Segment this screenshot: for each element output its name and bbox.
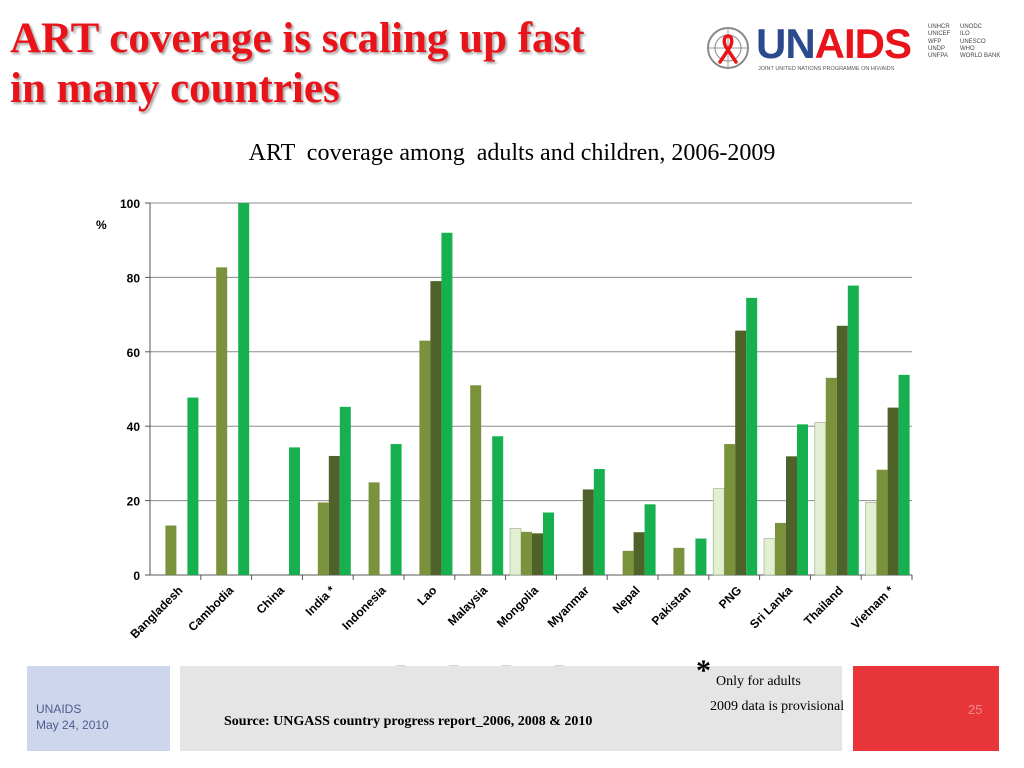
bar-2006-mongolia xyxy=(509,528,522,576)
y-tick-label: 40 xyxy=(127,420,141,434)
y-tick-label: 100 xyxy=(120,197,140,211)
bar-2008-india xyxy=(328,455,340,575)
bar-2009-nepal xyxy=(644,504,656,575)
footer-left-panel xyxy=(27,666,170,751)
bar-2008-mongolia xyxy=(532,533,543,575)
y-tick-label: 20 xyxy=(127,495,141,509)
bar-2009-bangladesh xyxy=(187,397,199,575)
bar-2007-bangladesh xyxy=(165,525,177,575)
bar-2009-lao xyxy=(441,232,453,575)
bar-2006-thailand xyxy=(814,422,827,576)
x-category-label: Vietnam * xyxy=(848,583,897,632)
x-category-label: Mongolia xyxy=(494,583,541,630)
x-category-label: Malaysia xyxy=(445,583,491,629)
unaids-logo: UNAIDS JOINT UNITED NATIONS PROGRAMME ON… xyxy=(704,18,1014,78)
bar-2009-india xyxy=(339,406,351,575)
footer-middle-panel xyxy=(180,666,842,751)
x-category-label: India * xyxy=(303,583,339,619)
bar-2008-lao xyxy=(430,281,442,575)
bar-2007-png xyxy=(724,444,736,575)
x-category-label: Bangladesh xyxy=(128,583,186,641)
bar-2007-vietnam xyxy=(876,469,888,575)
bar-2007-thailand xyxy=(825,377,837,575)
bar-2009-malaysia xyxy=(492,436,504,575)
bar-2009-indonesia xyxy=(390,444,402,575)
x-category-label: Nepal xyxy=(610,583,643,616)
bar-2009-pakistan xyxy=(695,538,707,575)
y-axis-label: % xyxy=(96,218,107,232)
agency-list-2: UNODC ILO UNESCO WHO WORLD BANK xyxy=(960,24,1001,60)
asterisk-marker: * xyxy=(696,654,711,687)
bar-2009-cambodia xyxy=(238,203,250,575)
footer-date: May 24, 2010 xyxy=(36,718,109,732)
x-category-label: Sri Lanka xyxy=(747,583,795,631)
unaids-wordmark: UNAIDS xyxy=(756,20,912,67)
chart-subtitle: ART coverage among adults and children, … xyxy=(248,140,776,166)
bar-2009-vietnam xyxy=(898,374,910,575)
agency-list-1: UNHCR UNICEF WFP UNDP UNFPA xyxy=(928,24,951,60)
bar-2008-nepal xyxy=(633,532,645,575)
bar-2007-indonesia xyxy=(368,482,380,575)
bar-2009-srilanka xyxy=(797,424,808,575)
x-category-label: Myanmar xyxy=(545,583,592,630)
x-category-label: Pakistan xyxy=(649,583,694,628)
bar-2008-vietnam xyxy=(887,407,899,575)
bar-2006-png xyxy=(712,488,725,576)
bar-2008-srilanka xyxy=(786,456,797,575)
bar-2008-myanmar xyxy=(582,489,594,575)
note-provisional: 2009 data is provisional xyxy=(710,699,845,714)
x-category-label: Indonesia xyxy=(339,583,389,633)
un-emblem-icon xyxy=(707,27,749,69)
bar-2008-png xyxy=(735,330,747,575)
bar-2007-mongolia xyxy=(521,531,532,575)
y-tick-label: 60 xyxy=(127,346,141,360)
bar-2008-thailand xyxy=(836,325,848,575)
bar-2007-india xyxy=(317,502,329,575)
bar-2006-srilanka xyxy=(763,538,776,576)
page-number: 25 xyxy=(968,702,983,717)
bar-2009-myanmar xyxy=(593,468,605,575)
x-category-label: China xyxy=(254,583,288,617)
bar-2007-nepal xyxy=(622,550,634,575)
bar-2009-china xyxy=(289,447,300,575)
note-adults-only: Only for adults xyxy=(716,674,801,689)
slide-title: ART coverage is scaling up fast in many … xyxy=(10,14,585,114)
x-category-label: PNG xyxy=(716,583,744,611)
bar-2007-cambodia xyxy=(216,267,228,575)
x-category-label: Lao xyxy=(415,583,440,608)
footer-right-panel xyxy=(853,666,999,751)
title-line-2: in many countries xyxy=(10,65,340,112)
bar-2009-thailand xyxy=(847,285,859,575)
x-category-label: Thailand xyxy=(801,583,846,628)
bar-2009-mongolia xyxy=(543,512,554,575)
bar-2007-pakistan xyxy=(673,547,685,575)
y-tick-label: 0 xyxy=(133,569,140,583)
bar-2006-vietnam xyxy=(865,502,877,576)
unaids-tagline: JOINT UNITED NATIONS PROGRAMME ON HIV/AI… xyxy=(758,66,895,72)
bar-2009-png xyxy=(746,297,758,575)
source-note: Source: UNGASS country progress report_2… xyxy=(224,714,593,729)
x-category-label: Cambodia xyxy=(185,583,236,634)
bar-2007-lao xyxy=(419,340,431,575)
y-tick-label: 80 xyxy=(127,271,141,285)
title-line-1: ART coverage is scaling up fast xyxy=(10,15,585,62)
bar-2007-srilanka xyxy=(775,522,786,575)
bar-2007-malaysia xyxy=(470,385,482,575)
footer-organization: UNAIDS xyxy=(36,702,82,716)
